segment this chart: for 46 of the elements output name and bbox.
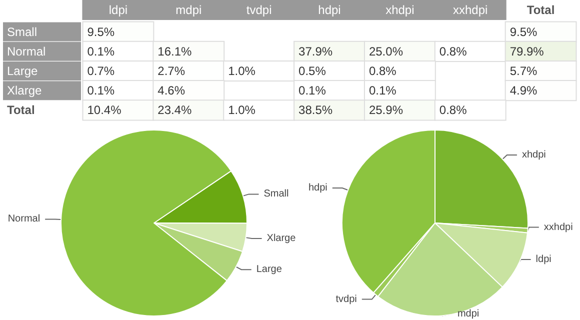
slice-label: Small [264,188,289,200]
y-tick-label: Normal [7,44,46,58]
y-tick-label: Total [7,103,35,118]
data-label: 25.9% [368,103,404,118]
slice-label: tvdpi [336,294,357,305]
data-label: 0.1% [368,84,397,98]
data-label: 9.5% [510,24,538,39]
x-tick-label: tvdpi [246,3,272,17]
data-label: 0.1% [298,84,326,98]
data-label: 0.8% [368,64,397,78]
x-tick-label: Total [526,3,555,17]
data-label: 0.1% [87,44,115,58]
x-tick-label: ldpi [108,3,128,17]
slice-label: Large [256,264,282,276]
y-tick-label: Large [7,64,38,78]
data-label: 38.5% [298,103,333,118]
data-label: 0.1% [87,84,115,98]
data-label: 16.1% [158,44,192,58]
data-label: 1.0% [228,103,256,118]
slice-label: Xlarge [266,233,296,244]
data-label: 23.4% [158,103,192,118]
slice-label: xhdpi [522,149,546,160]
data-label: 0.8% [439,103,468,118]
slice-label: ldpi [536,254,552,266]
data-label: 5.7% [510,64,538,78]
data-label: 10.4% [87,103,122,118]
x-tick-label: xhdpi [386,3,414,17]
data-label: 0.7% [87,64,115,78]
data-label: 0.5% [298,64,326,78]
x-tick-label: hdpi [318,3,341,17]
x-tick-label: mdpi [176,3,202,17]
data-label: 4.6% [158,84,186,98]
data-label: 4.9% [510,84,538,98]
data-label: 2.7% [158,64,186,78]
y-tick-label: Small [7,24,38,39]
slice-label: xxhdpi [544,222,573,233]
data-label: 0.8% [439,44,468,58]
data-label: 25.0% [368,44,404,58]
y-tick-label: Xlarge [7,84,42,98]
data-label: 37.9% [298,44,333,58]
slice-label: mdpi [457,308,480,320]
x-tick-label: xxhdpi [453,3,488,17]
data-label: 79.9% [510,44,544,58]
data-label: 1.0% [228,64,256,78]
data-label: 9.5% [87,24,115,39]
slice-label: hdpi [308,182,328,194]
